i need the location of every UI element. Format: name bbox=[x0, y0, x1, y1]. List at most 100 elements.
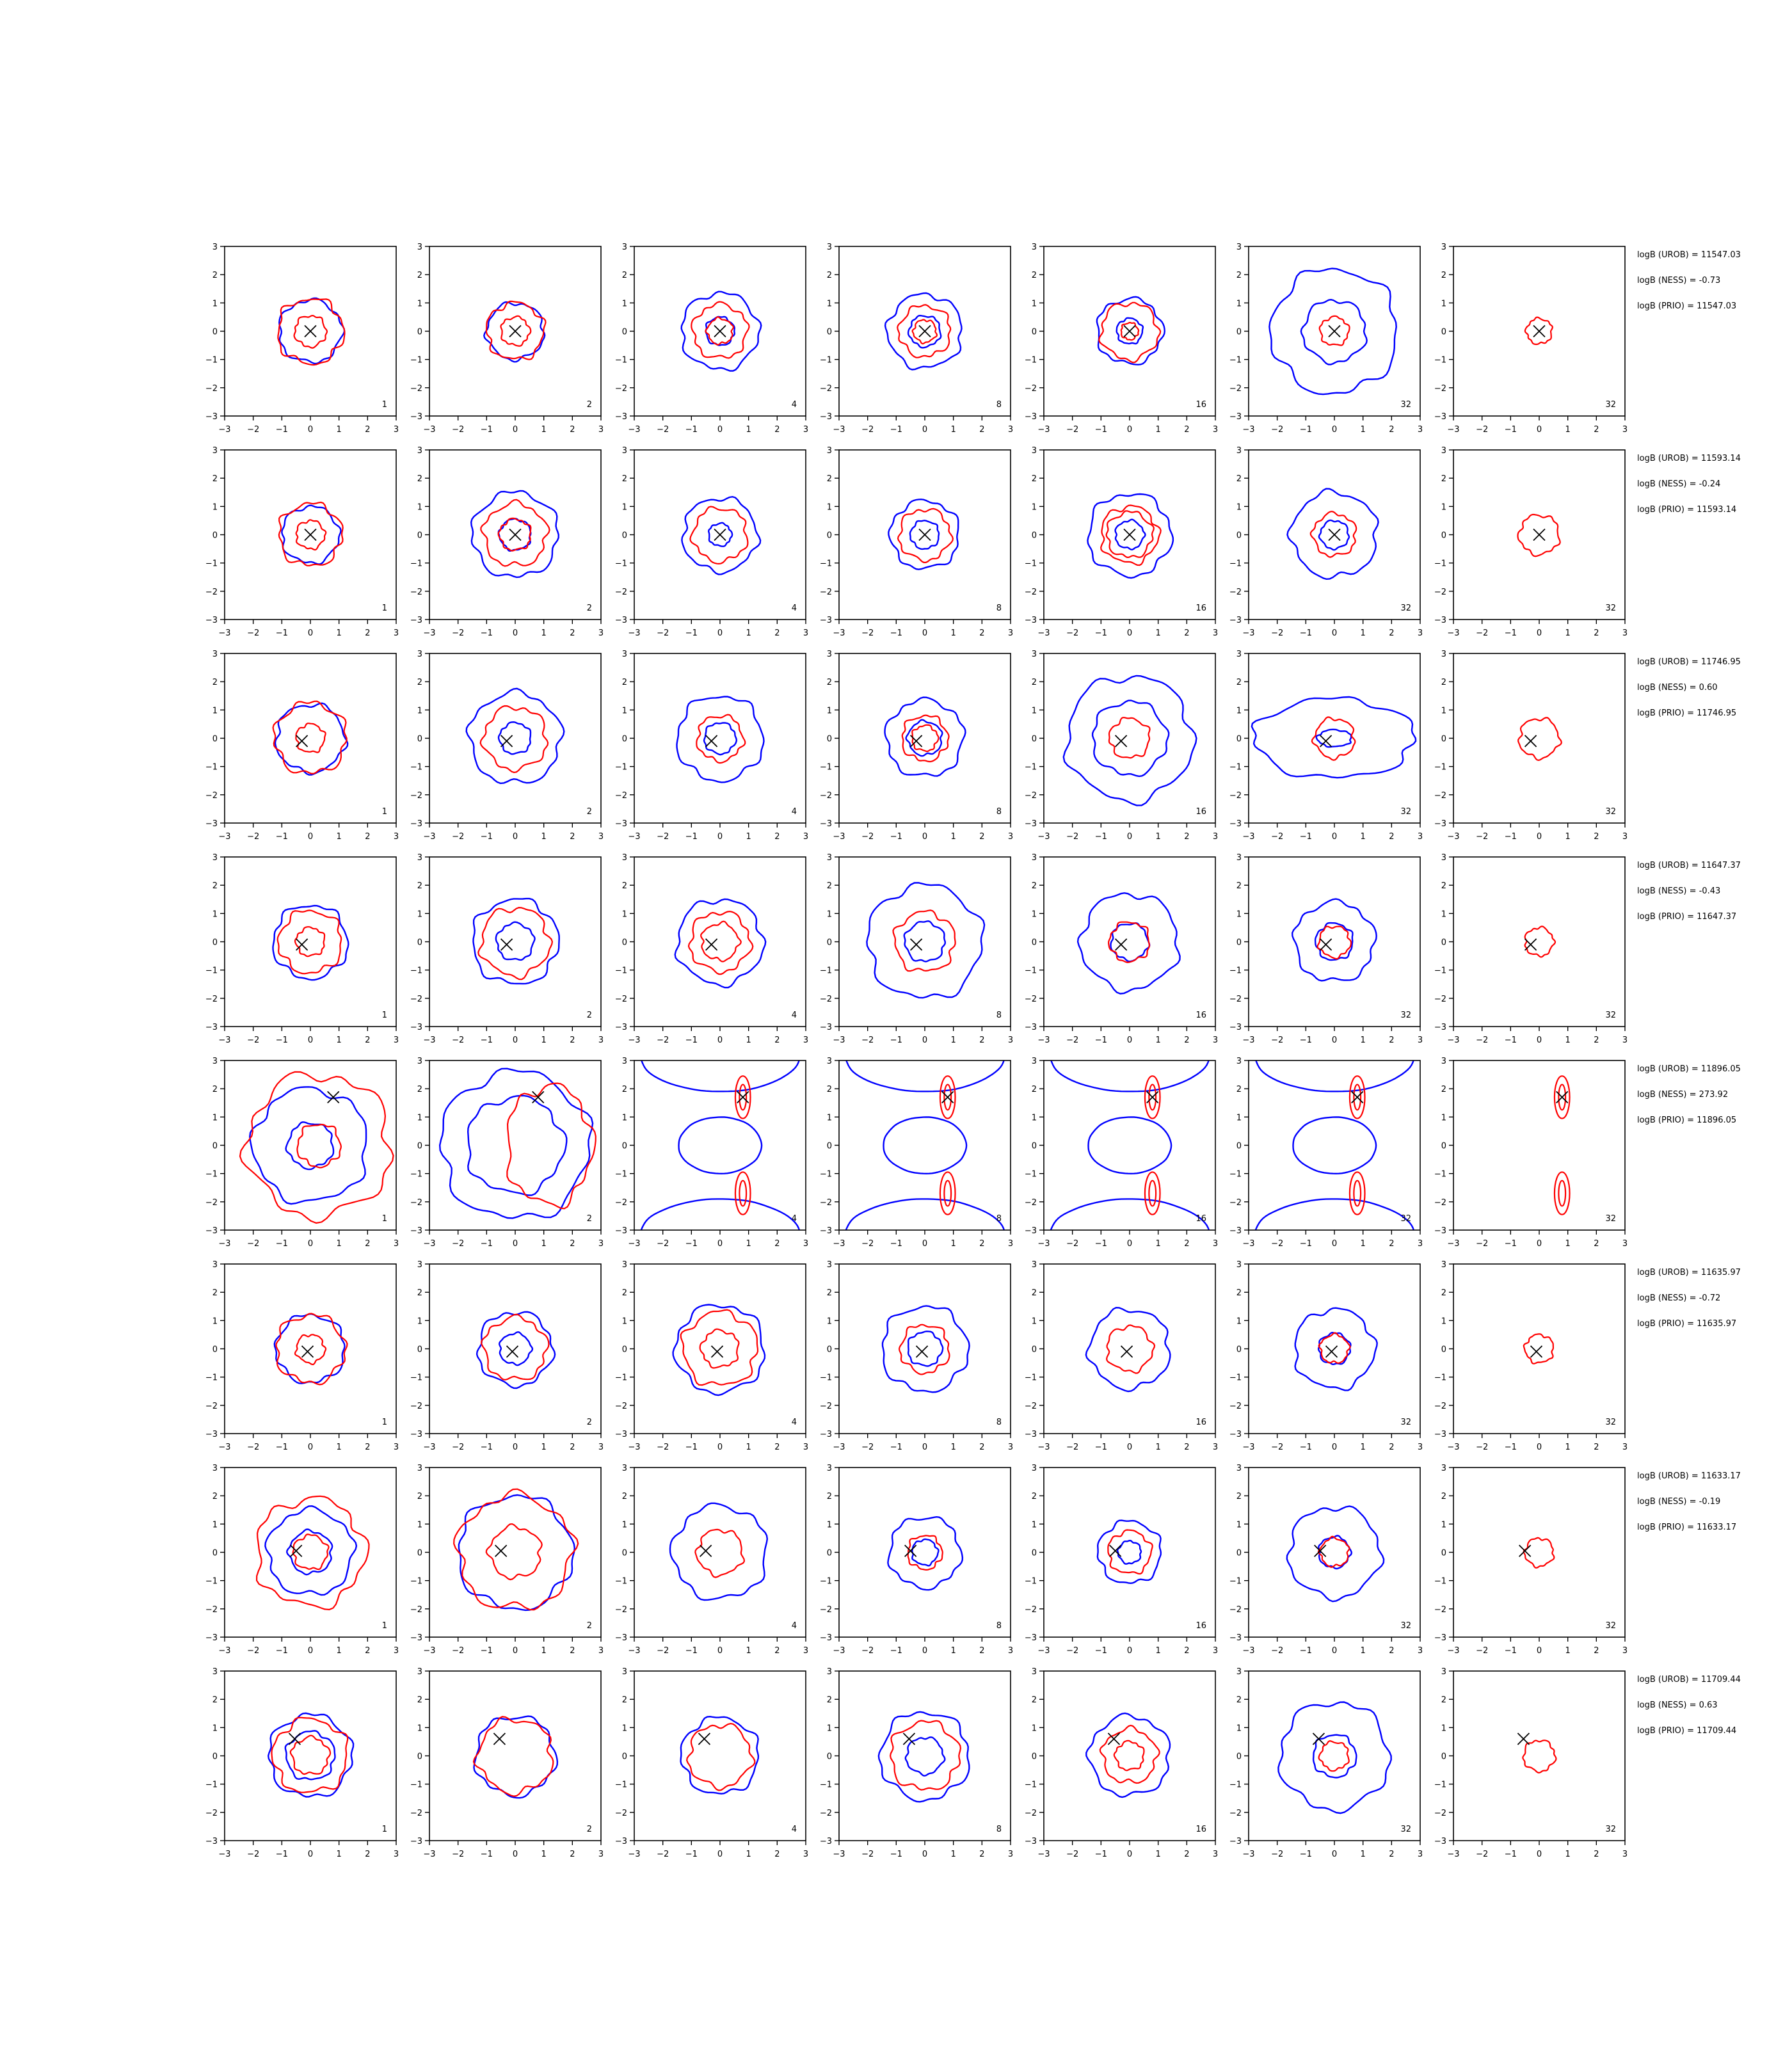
panel-r6-c3: −3−3 −2 −2 −1 −1 0 0 1 1 2 2 3 3 4 bbox=[615, 1260, 808, 1452]
x-tick-label: −3 bbox=[1242, 425, 1254, 435]
y-tick-label: 0 bbox=[1032, 328, 1037, 337]
blue-contour bbox=[845, 1060, 1005, 1092]
panel-label: 16 bbox=[1196, 1825, 1206, 1834]
x-tick-label: −3 bbox=[218, 1239, 230, 1249]
x-tick-label: 3 bbox=[394, 1646, 399, 1656]
stat-line: logB (NESS) = 0.63 bbox=[1637, 1700, 1718, 1710]
panel-r1-c5: −3−3 −2 −2 −1 −1 0 0 1 1 2 2 3 3 16 bbox=[1025, 243, 1218, 435]
y-tick-label: 1 bbox=[1236, 909, 1242, 919]
y-tick-label: 0 bbox=[827, 938, 832, 948]
x-tick-label: 1 bbox=[746, 1646, 751, 1656]
x-tick-label: −3 bbox=[218, 1646, 230, 1656]
x-tick-label: 3 bbox=[1622, 832, 1628, 842]
x-tick-label: −2 bbox=[247, 1239, 259, 1249]
y-tick-label: 0 bbox=[212, 531, 218, 541]
x-tick-label: −1 bbox=[685, 628, 698, 638]
axes-frame bbox=[1043, 1060, 1216, 1231]
y-tick-label: −1 bbox=[205, 1373, 218, 1383]
marker-x bbox=[1328, 324, 1341, 338]
blue-contour bbox=[907, 1330, 944, 1367]
x-tick-label: −3 bbox=[1242, 1443, 1254, 1452]
x-tick-label: −2 bbox=[1066, 425, 1078, 435]
y-tick-label: −1 bbox=[1025, 356, 1037, 365]
contour-layer bbox=[640, 1060, 801, 1230]
y-tick-label: −3 bbox=[205, 1430, 218, 1439]
y-tick-label: 2 bbox=[622, 1288, 627, 1298]
marker-x bbox=[506, 1345, 519, 1358]
y-tick-label: −2 bbox=[410, 1605, 422, 1615]
y-tick-label: −3 bbox=[1229, 1430, 1242, 1439]
x-tick-label: 3 bbox=[1213, 1850, 1218, 1859]
blue-contour bbox=[495, 921, 536, 961]
panel-r3-c7: −3−3 −2 −2 −1 −1 0 0 1 1 2 2 3 3 32 bbox=[1434, 650, 1628, 842]
y-tick-label: 1 bbox=[622, 1724, 627, 1733]
y-tick-label: 3 bbox=[827, 243, 832, 252]
axes-frame bbox=[1248, 1670, 1421, 1841]
contour-layer bbox=[1087, 493, 1174, 579]
y-tick-label: −2 bbox=[615, 1402, 627, 1411]
contour-layer bbox=[1517, 717, 1562, 762]
x-tick-label: −1 bbox=[1505, 425, 1517, 435]
axes-frame bbox=[634, 653, 806, 824]
y-tick-label: 2 bbox=[1441, 1085, 1446, 1094]
red-contour bbox=[485, 1523, 543, 1581]
y-tick-label: −3 bbox=[205, 616, 218, 625]
blue-contour bbox=[1087, 493, 1174, 579]
y-tick-label: 1 bbox=[1236, 299, 1242, 308]
x-tick-label: −3 bbox=[1242, 628, 1254, 638]
y-tick-label: −2 bbox=[615, 995, 627, 1004]
y-tick-label: −3 bbox=[820, 412, 832, 422]
y-tick-label: 3 bbox=[827, 446, 832, 456]
red-contour bbox=[1107, 921, 1151, 963]
y-tick-label: −3 bbox=[410, 1430, 422, 1439]
y-tick-label: 0 bbox=[417, 938, 422, 948]
y-tick-label: 0 bbox=[622, 1345, 627, 1355]
y-tick-label: 1 bbox=[827, 299, 832, 308]
panel-r5-c4: −3−3 −2 −2 −1 −1 0 0 1 1 2 2 3 3 8 bbox=[820, 1057, 1013, 1249]
x-tick-label: −2 bbox=[657, 1443, 669, 1452]
y-tick-label: 2 bbox=[1441, 1695, 1446, 1705]
y-tick-label: 3 bbox=[1441, 1667, 1446, 1677]
contour-layer bbox=[884, 696, 966, 777]
y-tick-label: −1 bbox=[820, 966, 832, 976]
x-tick-label: −3 bbox=[1242, 832, 1254, 842]
x-tick-label: −3 bbox=[1242, 1036, 1254, 1045]
marker-x bbox=[909, 735, 923, 748]
x-tick-label: 3 bbox=[803, 425, 808, 435]
marker-x bbox=[1120, 1345, 1133, 1358]
axes-frame bbox=[634, 1467, 806, 1638]
blue-contour bbox=[1076, 892, 1181, 995]
y-tick-label: −1 bbox=[615, 1170, 627, 1180]
y-tick-label: −3 bbox=[205, 1633, 218, 1643]
y-tick-label: −3 bbox=[205, 1837, 218, 1846]
x-tick-label: −2 bbox=[247, 1646, 259, 1656]
x-tick-label: 1 bbox=[541, 1443, 547, 1452]
y-tick-label: 2 bbox=[622, 1085, 627, 1094]
panel-label: 4 bbox=[792, 1825, 797, 1834]
blue-contour bbox=[273, 1313, 346, 1384]
x-tick-label: 0 bbox=[513, 1239, 518, 1249]
y-tick-label: −2 bbox=[1434, 1198, 1446, 1208]
x-tick-label: 0 bbox=[1127, 1443, 1132, 1452]
y-tick-label: −2 bbox=[1229, 1402, 1242, 1411]
marker-x bbox=[1146, 1091, 1159, 1104]
y-tick-label: −2 bbox=[410, 588, 422, 597]
y-tick-label: 3 bbox=[417, 446, 422, 456]
red-contour bbox=[898, 1324, 950, 1375]
blue-contour bbox=[1268, 268, 1397, 396]
red-contour bbox=[1348, 1171, 1366, 1215]
x-tick-label: 0 bbox=[1127, 1036, 1132, 1045]
x-tick-label: 2 bbox=[1594, 832, 1599, 842]
axes-frame bbox=[1043, 856, 1216, 1027]
x-tick-label: 2 bbox=[1594, 1036, 1599, 1045]
x-tick-label: −2 bbox=[1476, 1646, 1488, 1656]
y-tick-label: −1 bbox=[1434, 966, 1446, 976]
red-contour bbox=[1105, 1324, 1156, 1374]
y-tick-label: 1 bbox=[212, 1520, 218, 1530]
x-tick-label: 0 bbox=[1332, 1036, 1337, 1045]
y-tick-label: 1 bbox=[212, 1316, 218, 1326]
x-tick-label: 2 bbox=[1594, 628, 1599, 638]
panel-label: 2 bbox=[587, 604, 592, 613]
y-tick-label: −2 bbox=[1434, 588, 1446, 597]
blue-contour bbox=[1096, 1519, 1162, 1585]
